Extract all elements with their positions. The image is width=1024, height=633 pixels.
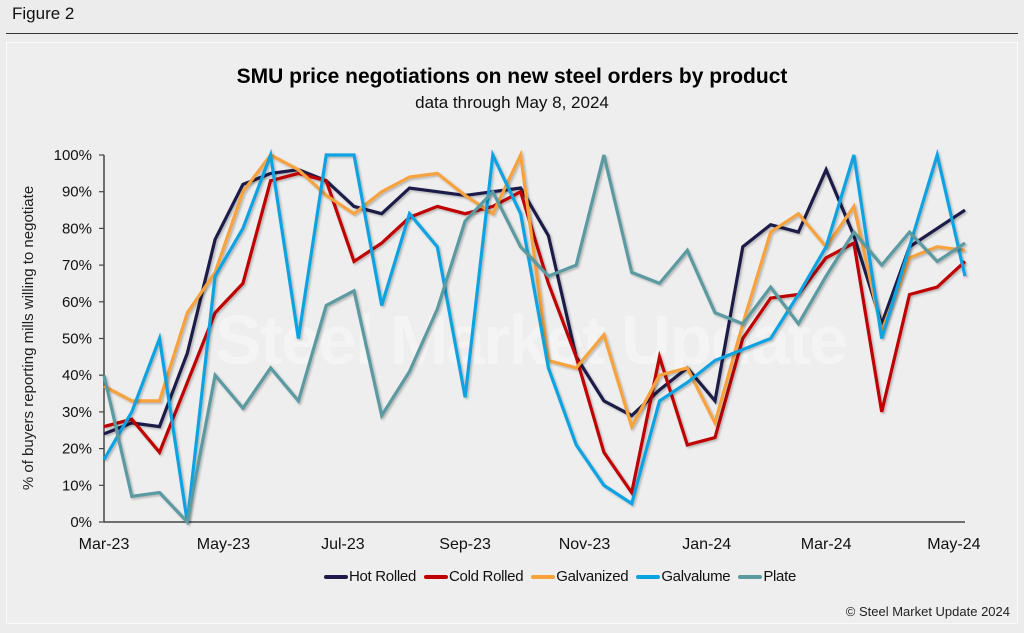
- x-tick-label: Mar-23: [79, 536, 130, 553]
- legend-label: Galvanized: [556, 568, 629, 585]
- y-tick-label: 10%: [62, 477, 92, 494]
- y-tick-label: 20%: [62, 441, 92, 458]
- x-tick-label: May-23: [197, 536, 250, 553]
- y-tick-label: 40%: [62, 367, 92, 384]
- y-axis: 0% 10% 20% 30% 40% 50% 60% 70% 80% 90% 100%: [54, 147, 105, 531]
- x-tick-label: Nov-23: [559, 536, 611, 553]
- legend-item-galvanized: Galvanized: [531, 568, 629, 585]
- series-line-galvanized: [103, 149, 966, 431]
- legend-swatch: [323, 574, 348, 579]
- legend-swatch: [424, 574, 449, 579]
- x-tick-label: Jan-24: [682, 536, 731, 553]
- series-line-cold-rolled: [103, 171, 967, 497]
- y-tick-label: 30%: [62, 404, 92, 421]
- y-tick-label: 80%: [62, 220, 92, 237]
- legend-label: Hot Rolled: [348, 568, 417, 585]
- series-line-hot-rolled: [103, 165, 966, 436]
- legend-item-plate: Plate: [738, 568, 796, 585]
- series-line-galvalume: [102, 148, 967, 523]
- y-tick-label: 50%: [62, 331, 92, 348]
- x-tick-label: May-24: [927, 536, 980, 553]
- x-axis: Mar-23 May-23 Jul-23 Sep-23 Nov-23 Jan-24 Mar-…: [79, 521, 981, 553]
- chart-subtitle: data through May 8, 2024: [415, 93, 609, 112]
- y-tick-label: 0%: [70, 514, 92, 531]
- series-group: [102, 148, 967, 526]
- legend: Hot Rolled Cold Rolled Galvanized Galvalume…: [0, 568, 1024, 585]
- x-tick-label: Sep-23: [439, 536, 491, 553]
- figure-label: Figure 2: [12, 4, 75, 23]
- y-tick-label: 60%: [62, 294, 92, 311]
- legend-label: Plate: [763, 568, 797, 585]
- x-tick-label: Jul-23: [321, 536, 365, 553]
- legend-item-hot-rolled: Hot Rolled: [323, 568, 417, 585]
- y-tick-label: 90%: [62, 184, 92, 201]
- legend-label: Cold Rolled: [449, 568, 524, 585]
- series-line-plate: [102, 154, 966, 526]
- x-tick-label: Mar-24: [801, 536, 852, 553]
- legend-label: Galvalume: [661, 568, 731, 585]
- figure-divider: [6, 33, 1018, 34]
- legend-swatch: [636, 574, 661, 579]
- legend-item-galvalume: Galvalume: [636, 568, 731, 585]
- chart-title: SMU price negotiations on new steel orde…: [236, 65, 788, 88]
- y-tick-label: 100%: [54, 147, 92, 164]
- chart-panel: [6, 42, 1018, 624]
- legend-item-cold-rolled: Cold Rolled: [424, 568, 524, 585]
- legend-swatch: [738, 574, 763, 579]
- y-tick-label: 70%: [62, 257, 92, 274]
- legend-swatch: [531, 574, 556, 579]
- copyright: © Steel Market Update 2024: [845, 604, 1010, 619]
- y-axis-title: % of buyers reporting mills willing to n…: [20, 186, 37, 490]
